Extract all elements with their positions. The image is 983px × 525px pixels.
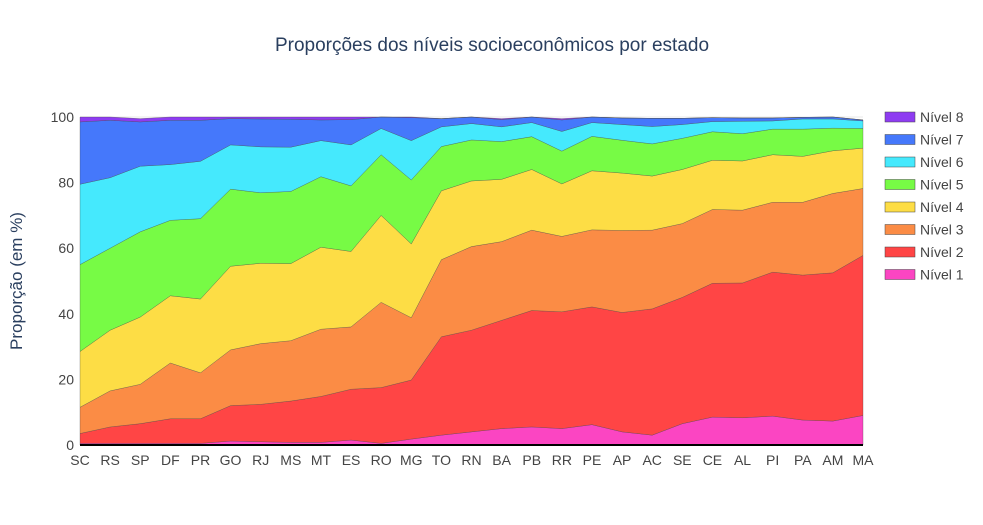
x-tick-label: PE <box>583 452 602 468</box>
legend-item[interactable]: Nível 8 <box>884 109 964 125</box>
legend-item[interactable]: Nível 2 <box>884 244 964 260</box>
legend[interactable]: Nível 8 Nível 7 Nível 6 Nível 5 Nível 4 Nível… <box>884 109 964 283</box>
legend-swatch <box>884 269 916 280</box>
legend-item[interactable]: Nível 7 <box>884 132 964 148</box>
x-tick-label: AC <box>642 452 661 468</box>
legend-label: Nível 7 <box>920 132 964 148</box>
legend-swatch <box>884 156 916 168</box>
x-tick-label: SE <box>673 452 692 468</box>
legend-item[interactable]: Nível 3 <box>884 222 964 238</box>
x-tick-label: ES <box>342 452 361 468</box>
x-tick-label: AM <box>822 452 843 468</box>
legend-item[interactable]: Nível 1 <box>884 267 964 283</box>
x-tick-label: SP <box>131 452 150 468</box>
x-tick-label: RJ <box>252 452 269 468</box>
y-axis-label: Proporção (em %) <box>7 212 26 350</box>
y-tick-label: 0 <box>66 437 74 453</box>
legend-item[interactable]: Nível 6 <box>884 154 964 170</box>
legend-label: Nível 4 <box>920 199 964 215</box>
x-tick-label: RR <box>552 452 572 468</box>
x-tick-label: PA <box>794 452 812 468</box>
legend-swatch <box>884 224 916 235</box>
legend-swatch <box>884 111 916 123</box>
area-series-8[interactable] <box>79 116 864 123</box>
x-tick-label: PB <box>522 452 541 468</box>
x-tick-label: RN <box>461 452 481 468</box>
x-tick-label: RO <box>371 452 392 468</box>
x-tick-label: RS <box>100 452 119 468</box>
legend-item[interactable]: Nível 4 <box>884 199 964 215</box>
y-tick-label: 20 <box>58 371 74 387</box>
chart-title: Proporções dos níveis socioeconômicos po… <box>275 35 709 56</box>
x-tick-labels: SC RS SP DF PR GO RJ MS MT ES RO MG TO RN BA PB RR PE AP AC… <box>70 452 874 468</box>
x-tick-label: CE <box>703 452 722 468</box>
x-tick-label: AP <box>613 452 632 468</box>
x-tick-label: MA <box>853 452 875 468</box>
x-tick-label: SC <box>70 452 89 468</box>
legend-swatch <box>884 179 916 190</box>
y-tick-label: 60 <box>58 240 74 256</box>
y-tick-label: 80 <box>58 175 74 191</box>
legend-label: Nível 3 <box>920 222 964 238</box>
x-tick-label: BA <box>492 452 511 468</box>
x-tick-label: GO <box>220 452 242 468</box>
legend-swatch <box>884 201 916 213</box>
legend-swatch <box>884 134 916 145</box>
legend-label: Nível 1 <box>920 267 964 283</box>
legend-item[interactable]: Nível 5 <box>884 177 964 193</box>
x-tick-label: TO <box>432 452 451 468</box>
legend-swatch <box>884 246 916 258</box>
legend-label: Nível 5 <box>920 177 964 193</box>
y-tick-labels: 0 20 40 60 80 100 <box>51 109 75 453</box>
x-tick-label: PI <box>766 452 779 468</box>
y-tick-label: 40 <box>58 306 74 322</box>
x-tick-label: PR <box>191 452 210 468</box>
x-tick-label: MG <box>400 452 423 468</box>
x-tick-label: AL <box>734 452 751 468</box>
legend-label: Nível 2 <box>920 244 964 260</box>
legend-label: Nível 8 <box>920 109 964 125</box>
x-tick-label: DF <box>161 452 180 468</box>
legend-label: Nível 6 <box>920 154 964 170</box>
y-tick-label: 100 <box>51 109 75 125</box>
series-areas <box>79 116 864 446</box>
x-tick-label: MT <box>311 452 332 468</box>
x-tick-label: MS <box>280 452 301 468</box>
